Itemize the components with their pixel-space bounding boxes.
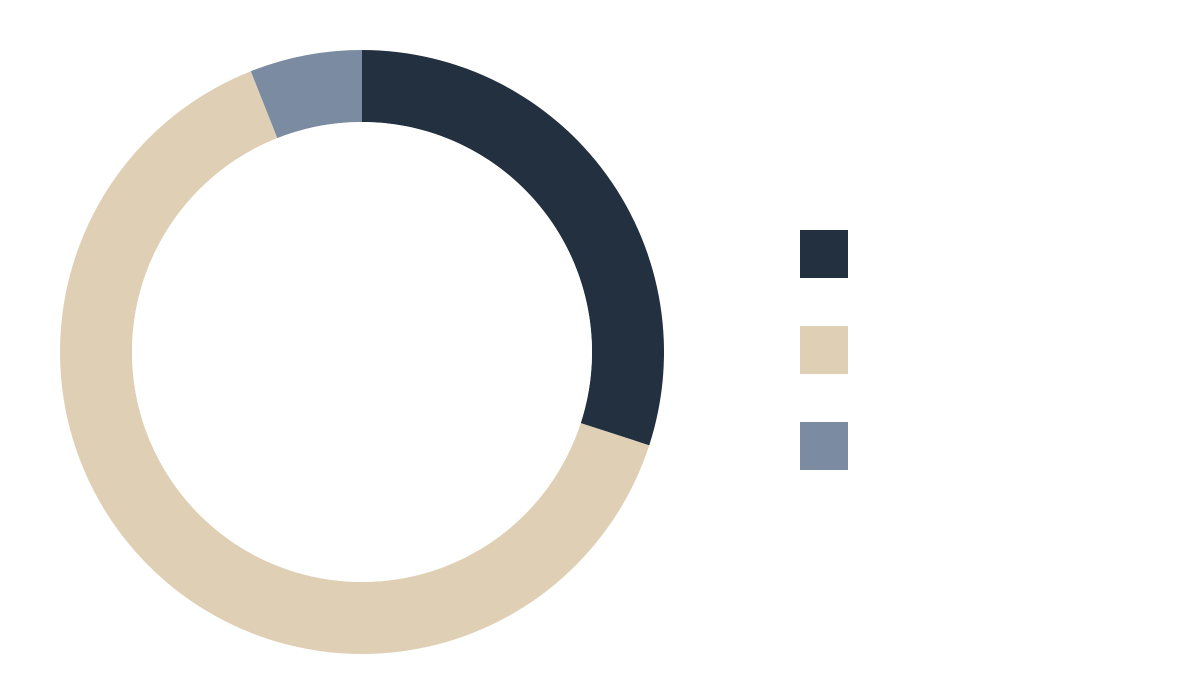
legend-swatch-0 [800,230,848,278]
legend-item-0 [800,230,862,278]
legend-item-1 [800,326,862,374]
legend-swatch-2 [800,422,848,470]
donut-hole [132,122,592,582]
legend-swatch-1 [800,326,848,374]
legend [800,230,862,470]
donut-svg [60,50,664,654]
donut-chart [60,50,664,654]
chart-stage [0,0,1200,700]
legend-item-2 [800,422,862,470]
